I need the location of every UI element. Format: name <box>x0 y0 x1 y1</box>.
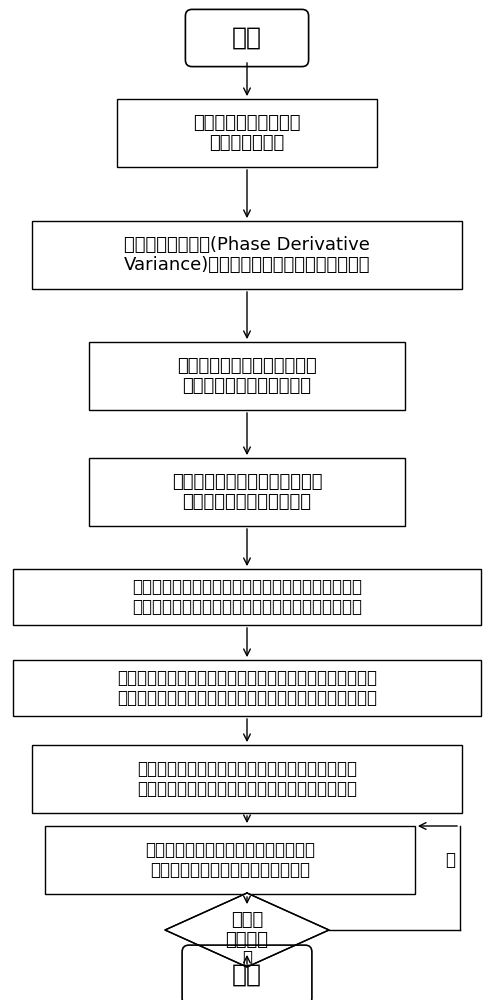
Text: 将低优先级区域相位按照区域合并的原则向高优先
级区域合并，得到低优先级区域的最终绝对相位。: 将低优先级区域相位按照区域合并的原则向高优先 级区域合并，得到低优先级区域的最终… <box>137 760 357 798</box>
Bar <box>117 99 377 167</box>
FancyBboxPatch shape <box>185 9 309 67</box>
Polygon shape <box>165 893 329 967</box>
Text: 采用相位微分差分(Phase Derivative
Variance)算法对包裹相位进行质量图计算。: 采用相位微分差分(Phase Derivative Variance)算法对包裹… <box>124 236 370 274</box>
Text: 开始: 开始 <box>232 26 262 50</box>
Text: 求取阈值，按照质量值高低将图
像分割为不同优先级区域。: 求取阈值，按照质量值高低将图 像分割为不同优先级区域。 <box>172 473 322 511</box>
FancyBboxPatch shape <box>182 945 312 1000</box>
Bar <box>13 660 481 716</box>
Bar <box>45 826 415 894</box>
Bar <box>89 458 405 526</box>
Bar <box>32 221 462 289</box>
Text: 否: 否 <box>242 949 252 967</box>
Bar <box>89 342 405 410</box>
Text: 结束: 结束 <box>232 963 262 987</box>
Text: 对物体进行光栅投影，
计算包裹相位。: 对物体进行光栅投影， 计算包裹相位。 <box>193 114 301 152</box>
Text: 对质量图进行滤波，得到的图
像作为后面使用的质量图。: 对质量图进行滤波，得到的图 像作为后面使用的质量图。 <box>177 357 317 395</box>
Bar <box>32 745 462 813</box>
Text: 是: 是 <box>445 851 455 869</box>
Text: 还存在
孤立区域: 还存在 孤立区域 <box>225 911 269 949</box>
Text: 按优先级由高到低使用简单路径跟踪相位展开算法进
行相位展开，分别得到高低优先级区域的绝对相位。: 按优先级由高到低使用简单路径跟踪相位展开算法进 行相位展开，分别得到高低优先级区… <box>132 578 362 616</box>
Bar <box>13 569 481 625</box>
Text: 将被低优先级区域包围的孤立高优先级
区域同周围低优先级区域进行合并。: 将被低优先级区域包围的孤立高优先级 区域同周围低优先级区域进行合并。 <box>145 841 315 879</box>
Text: 求取阈值，按照质量值高低将图像分割为不同优先级区域。
并对展开过程中得到的各个孤立子区域单独进行编号记录。: 求取阈值，按照质量值高低将图像分割为不同优先级区域。 并对展开过程中得到的各个孤… <box>117 669 377 707</box>
